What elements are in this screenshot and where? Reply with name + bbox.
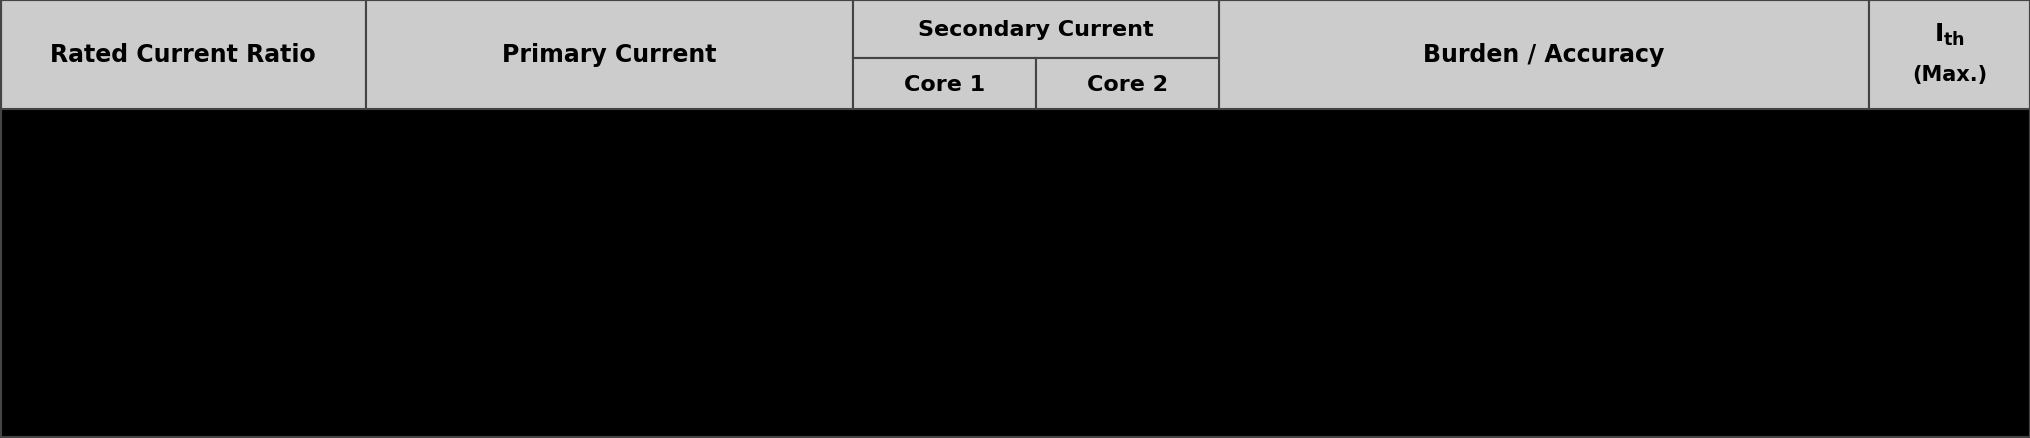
Text: Core 2: Core 2 <box>1086 74 1167 94</box>
Bar <box>853 59 1035 110</box>
Bar <box>853 0 1218 59</box>
Text: (Max.): (Max.) <box>1912 64 1985 85</box>
Bar <box>1868 0 2030 110</box>
Text: Secondary Current: Secondary Current <box>918 20 1153 39</box>
Bar <box>0 110 2030 438</box>
Text: Core 1: Core 1 <box>903 74 985 94</box>
Text: Primary Current: Primary Current <box>501 43 717 67</box>
Bar <box>365 0 853 110</box>
Bar <box>1218 0 1868 110</box>
Text: Rated Current Ratio: Rated Current Ratio <box>51 43 315 67</box>
Bar <box>1035 59 1218 110</box>
Text: $\mathbf{I}_{\mathbf{th}}$: $\mathbf{I}_{\mathbf{th}}$ <box>1933 22 1965 48</box>
Text: Burden / Accuracy: Burden / Accuracy <box>1423 43 1663 67</box>
Bar <box>0 0 365 110</box>
